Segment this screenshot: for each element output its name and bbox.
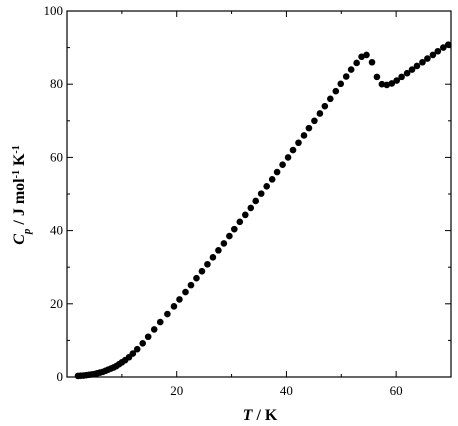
- data-points-group: [74, 41, 452, 380]
- data-point: [408, 66, 416, 73]
- data-point: [231, 225, 238, 233]
- data-point: [419, 58, 426, 66]
- data-point: [252, 197, 260, 205]
- data-point: [289, 146, 297, 154]
- y-tick-label: 0: [57, 369, 64, 384]
- data-point: [273, 168, 281, 176]
- y-tick-label: 100: [44, 3, 64, 18]
- data-point: [257, 190, 265, 197]
- data-point: [268, 176, 276, 183]
- data-point: [305, 124, 313, 132]
- y-tick-label: 60: [50, 149, 63, 164]
- y-tick-label: 20: [50, 296, 63, 311]
- data-point: [398, 73, 405, 81]
- data-point: [393, 77, 400, 84]
- data-point: [342, 73, 350, 80]
- x-tick-label: 20: [170, 383, 183, 398]
- data-point: [332, 87, 340, 95]
- data-point: [300, 132, 308, 139]
- data-point: [316, 110, 324, 117]
- data-point: [156, 318, 164, 326]
- data-point: [321, 102, 329, 110]
- data-point: [311, 117, 318, 125]
- data-point: [193, 274, 200, 282]
- data-point: [263, 183, 270, 190]
- data-point: [284, 154, 292, 161]
- x-tick-label: 40: [280, 383, 293, 398]
- data-point: [434, 47, 442, 55]
- data-point: [170, 303, 178, 310]
- data-point: [209, 254, 217, 261]
- data-point: [424, 55, 431, 62]
- data-point: [373, 73, 381, 81]
- data-point: [164, 310, 171, 318]
- data-point: [353, 59, 360, 67]
- data-point: [241, 211, 249, 219]
- data-point: [388, 80, 396, 87]
- data-point: [144, 333, 152, 341]
- data-point: [429, 51, 437, 59]
- data-point: [413, 62, 421, 70]
- x-tick-label: 60: [390, 383, 403, 398]
- data-point: [368, 58, 376, 66]
- data-point: [204, 260, 211, 268]
- data-point: [337, 80, 345, 88]
- data-point: [198, 267, 206, 275]
- data-point: [403, 69, 411, 77]
- data-point: [150, 326, 158, 333]
- data-point: [378, 80, 386, 88]
- data-point: [139, 340, 146, 347]
- data-point: [133, 345, 141, 353]
- data-point: [182, 288, 189, 296]
- data-point: [327, 95, 334, 103]
- data-point: [444, 41, 452, 48]
- data-point: [347, 66, 355, 73]
- y-axis-title: Cp / J mol-1 K-1: [11, 145, 34, 245]
- data-point: [279, 161, 286, 169]
- data-point: [187, 281, 195, 289]
- y-tick-label: 80: [50, 76, 63, 91]
- data-point: [220, 240, 228, 247]
- data-point: [226, 232, 233, 240]
- data-point: [129, 350, 137, 357]
- data-point: [176, 296, 183, 303]
- data-point: [247, 204, 255, 212]
- data-point: [295, 139, 302, 147]
- tick-labels-group: 20 40 60 0 20 40 60 80 100: [44, 3, 403, 398]
- data-point: [236, 218, 244, 226]
- data-point: [363, 51, 370, 59]
- data-point: [440, 44, 447, 51]
- data-point: [215, 247, 222, 254]
- y-tick-label: 40: [50, 223, 63, 238]
- x-axis-title: T / K: [243, 407, 278, 424]
- ticks-group: [66, 10, 451, 378]
